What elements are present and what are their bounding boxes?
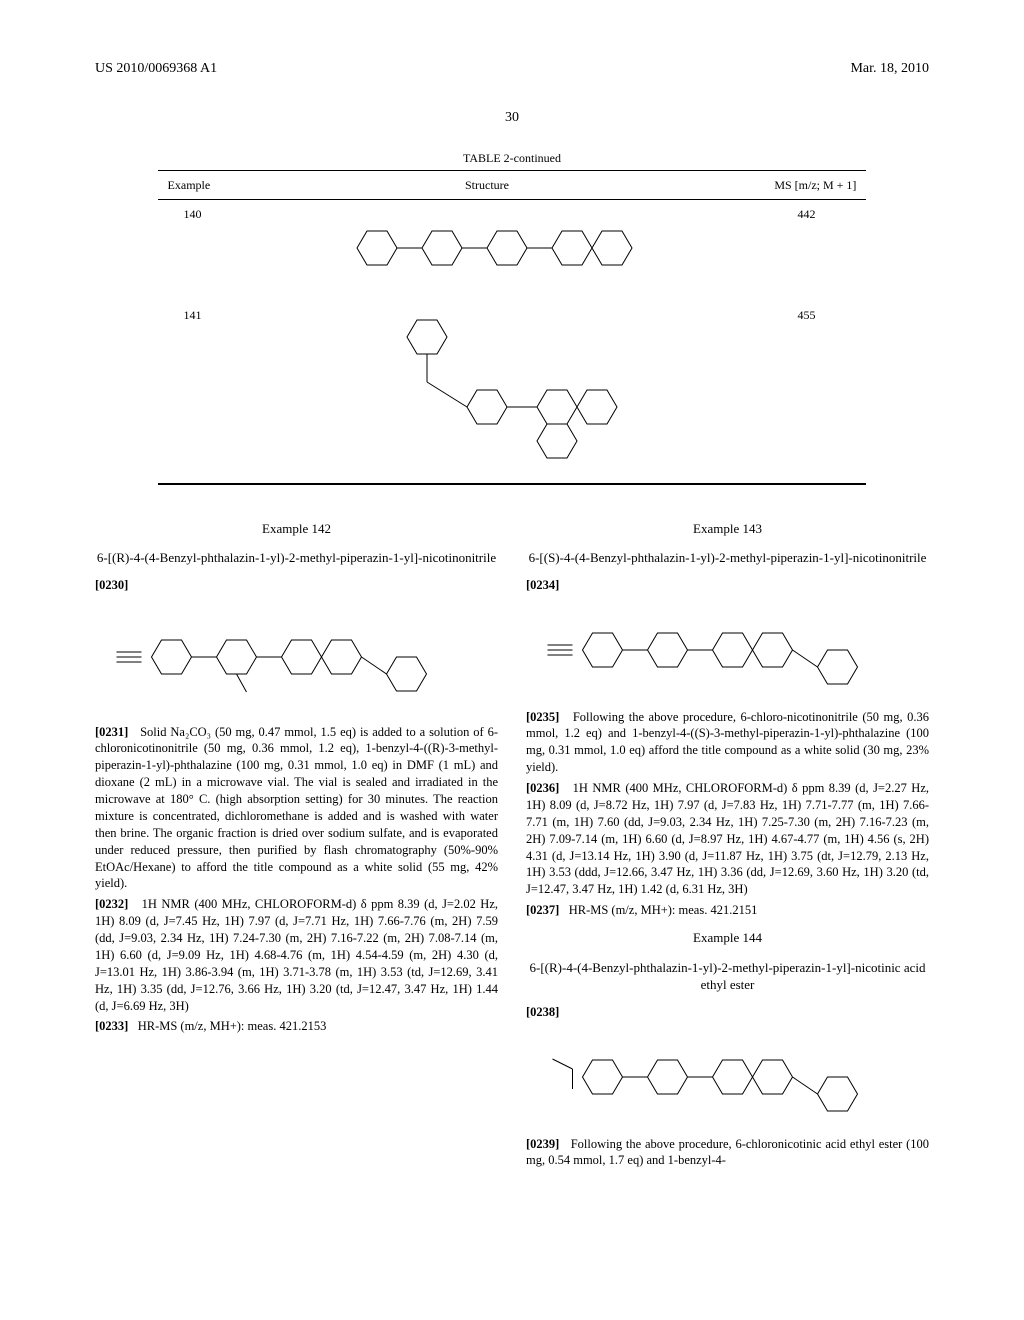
para-text: 1H NMR (400 MHz, CHLOROFORM-d) δ ppm 8.3…: [95, 897, 498, 1012]
para-number: [0231]: [95, 725, 128, 739]
compound-name: 6-[(R)-4-(4-Benzyl-phthalazin-1-yl)-2-me…: [95, 549, 498, 567]
cell-structure: [228, 200, 747, 302]
compound-name: 6-[(R)-4-(4-Benzyl-phthalazin-1-yl)-2-me…: [526, 959, 929, 994]
para-number: [0239]: [526, 1137, 559, 1151]
paragraph: [0233] HR-MS (m/z, MH+): meas. 421.2153: [95, 1018, 498, 1035]
structure-icon: [526, 1029, 929, 1124]
paragraph: [0239] Following the above procedure, 6-…: [526, 1136, 929, 1170]
para-text: HR-MS (m/z, MH+): meas. 421.2151: [569, 903, 758, 917]
page-number: 30: [95, 109, 929, 128]
left-column: Example 142 6-[(R)-4-(4-Benzyl-phthalazi…: [95, 520, 498, 1174]
para-number: [0238]: [526, 1005, 559, 1019]
paragraph: [0237] HR-MS (m/z, MH+): meas. 421.2151: [526, 902, 929, 919]
para-number: [0234]: [526, 578, 559, 592]
table-2-continued: TABLE 2-continued Example Structure MS […: [158, 150, 867, 485]
table-row: 140 44: [158, 200, 867, 302]
publication-number: US 2010/0069368 A1: [95, 60, 217, 79]
paragraph: [0231] Solid Na₂CO₃ (50 mg, 0.47 mmol, 1…: [95, 724, 498, 893]
para-text: HR-MS (m/z, MH+): meas. 421.2153: [138, 1019, 327, 1033]
paragraph: [0236] 1H NMR (400 MHz, CHLOROFORM-d) δ …: [526, 780, 929, 898]
structure-icon: [95, 602, 498, 712]
cell-example: 140: [158, 200, 228, 302]
example-heading: Example 144: [526, 929, 929, 947]
para-text: Following the above procedure, 6-chloro-…: [526, 710, 929, 775]
chem-table: Example Structure MS [m/z; M + 1] 140: [158, 170, 867, 485]
structure-icon: [526, 602, 929, 697]
para-number: [0237]: [526, 903, 559, 917]
col-structure: Structure: [228, 170, 747, 199]
compound-name: 6-[(S)-4-(4-Benzyl-phthalazin-1-yl)-2-me…: [526, 549, 929, 567]
publication-date: Mar. 18, 2010: [850, 60, 929, 79]
table-title: TABLE 2-continued: [158, 150, 867, 166]
structure-icon: [337, 307, 637, 472]
cell-structure: [228, 301, 747, 483]
para-number: [0230]: [95, 578, 128, 592]
body-columns: Example 142 6-[(R)-4-(4-Benzyl-phthalazi…: [95, 520, 929, 1174]
cell-ms: 442: [746, 200, 866, 302]
para-number: [0232]: [95, 897, 128, 911]
cell-example: 141: [158, 301, 228, 483]
structure-icon: [337, 206, 637, 291]
cell-ms: 455: [746, 301, 866, 483]
para-text: 1H NMR (400 MHz, CHLOROFORM-d) δ ppm 8.3…: [526, 781, 929, 896]
paragraph: [0235] Following the above procedure, 6-…: [526, 709, 929, 777]
col-example: Example: [158, 170, 228, 199]
page-header: US 2010/0069368 A1 Mar. 18, 2010: [95, 60, 929, 79]
para-number: [0236]: [526, 781, 559, 795]
right-column: Example 143 6-[(S)-4-(4-Benzyl-phthalazi…: [526, 520, 929, 1174]
col-ms: MS [m/z; M + 1]: [746, 170, 866, 199]
table-row: 141 45: [158, 301, 867, 483]
para-text: Solid Na₂CO₃ (50 mg, 0.47 mmol, 1.5 eq) …: [95, 725, 498, 891]
para-number: [0235]: [526, 710, 559, 724]
example-heading: Example 142: [95, 520, 498, 538]
para-number: [0233]: [95, 1019, 128, 1033]
para-text: Following the above procedure, 6-chloron…: [526, 1137, 929, 1168]
example-heading: Example 143: [526, 520, 929, 538]
paragraph: [0232] 1H NMR (400 MHz, CHLOROFORM-d) δ …: [95, 896, 498, 1014]
